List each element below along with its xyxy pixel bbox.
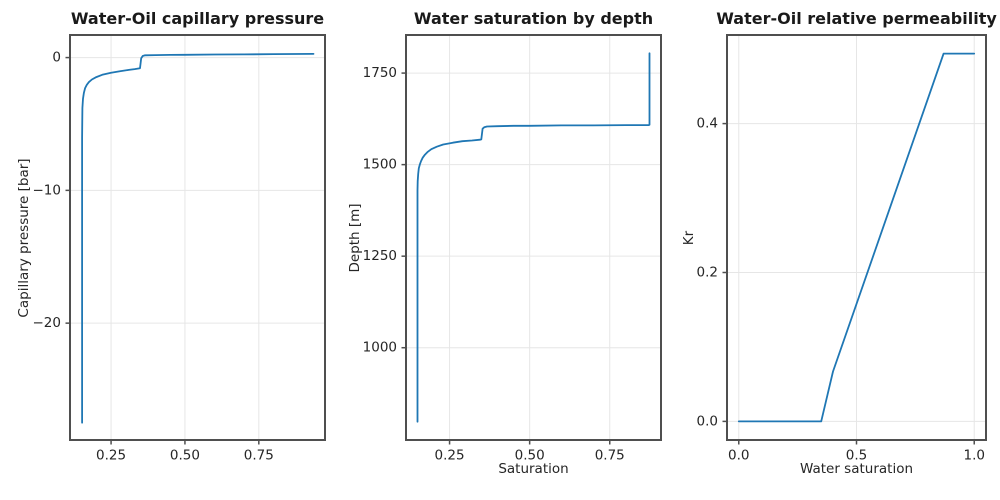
- y-tick-label: 1000: [363, 340, 397, 356]
- water-relative-permeability-curve: [737, 52, 976, 423]
- subplot-2: 0.25 0.50 0.75 1000 1250 1500 1750: [363, 34, 662, 464]
- saturation-xlabel: Saturation: [498, 461, 569, 477]
- x-tick-label: 1.0: [963, 448, 984, 464]
- x-tick-label: 0.50: [170, 448, 200, 464]
- y-tick-label: 1250: [363, 248, 397, 264]
- y-tick-label: −10: [33, 182, 62, 198]
- depth-ylabel: Depth [m]: [347, 202, 363, 273]
- y-tick-label: 0.4: [697, 116, 718, 132]
- x-tick-label: 0.25: [435, 448, 465, 464]
- x-tick-label: 0.75: [244, 448, 274, 464]
- x-tick-label: 0.75: [595, 448, 625, 464]
- y-tick-label: 0.0: [697, 413, 718, 429]
- capillary-pressure-ylabel: Capillary pressure [bar]: [16, 157, 32, 318]
- relative-permeability-title: Water-Oil relative permeability: [716, 9, 997, 28]
- y-tick-label: 1750: [363, 65, 397, 81]
- water-saturation-xlabel: Water saturation: [799, 461, 914, 477]
- subplot-1: 0.25 0.50 0.75 0 −10 −20: [33, 34, 326, 464]
- y-tick-label: 1500: [363, 157, 397, 173]
- subplot-3: 0.0 0.5 1.0 0.0 0.2 0.4: [697, 34, 987, 464]
- x-tick-label: 0.0: [728, 448, 749, 464]
- y-tick-label: 0.2: [697, 264, 718, 280]
- x-tick-label: 0.25: [96, 448, 126, 464]
- axes-spines: [405, 34, 662, 441]
- kr-ylabel: Kr: [681, 230, 697, 245]
- capillary-pressure-title: Water-Oil capillary pressure: [70, 9, 325, 28]
- y-tick-label: 0: [52, 50, 61, 66]
- x-tick-label: 0.5: [846, 448, 867, 464]
- water-oil-capillary-pressure-curve: [81, 53, 315, 424]
- axes-spines: [726, 34, 987, 441]
- y-tick-label: −20: [33, 315, 62, 331]
- saturation-by-depth-title: Water saturation by depth: [413, 9, 654, 28]
- water-saturation-vs-depth-curve: [416, 52, 651, 423]
- axes-spines: [69, 34, 326, 441]
- x-tick-label: 0.50: [515, 448, 545, 464]
